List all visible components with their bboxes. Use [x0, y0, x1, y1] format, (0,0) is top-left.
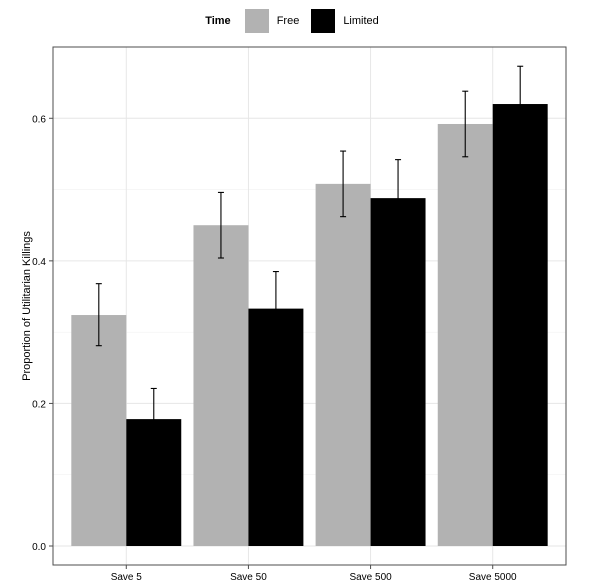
legend-title: Time [205, 15, 231, 27]
bar-free-2 [315, 183, 371, 546]
x-tick-label: Save 500 [349, 572, 392, 583]
error-bar-limited-2 [395, 159, 402, 232]
x-tick-label: Save 5 [111, 572, 143, 583]
y-axis: 0.0 0.2 0.4 0.6 [32, 114, 53, 553]
legend-label-free: Free [276, 15, 300, 27]
legend-swatch-free [244, 9, 269, 33]
y-axis-label: Proportion of Utilitarian Killings [21, 231, 33, 381]
bar-free-1 [193, 225, 249, 546]
bar-limited-3 [492, 104, 548, 547]
legend: Time Free Limited [0, 8, 590, 34]
bar-limited-1 [248, 308, 304, 546]
legend-swatch-limited [311, 9, 336, 33]
legend-label-limited: Limited [343, 15, 379, 27]
x-tick-label: Save 5000 [469, 572, 517, 583]
plot-border [52, 46, 567, 566]
y-tick-label: 0.2 [32, 399, 46, 410]
y-tick-label: 0.0 [32, 542, 46, 553]
bars [71, 104, 548, 547]
x-tick-label: Save 50 [230, 572, 267, 583]
error-bar-free-1 [217, 191, 224, 259]
error-bar-limited-0 [150, 387, 157, 451]
error-bar-free-2 [340, 150, 347, 218]
y-tick-label: 0.6 [32, 114, 46, 125]
bar-free-0 [71, 315, 127, 546]
error-bar-limited-3 [517, 65, 524, 144]
bar-free-3 [437, 123, 493, 546]
x-axis: Save 5 Save 50 Save 500 Save 5000 [111, 565, 517, 583]
error-bar-free-0 [95, 283, 102, 347]
error-bar-limited-1 [272, 270, 279, 347]
bar-limited-2 [370, 198, 426, 546]
error-bar-free-3 [462, 90, 469, 158]
error-bars [95, 65, 524, 451]
y-tick-label: 0.4 [32, 257, 46, 268]
